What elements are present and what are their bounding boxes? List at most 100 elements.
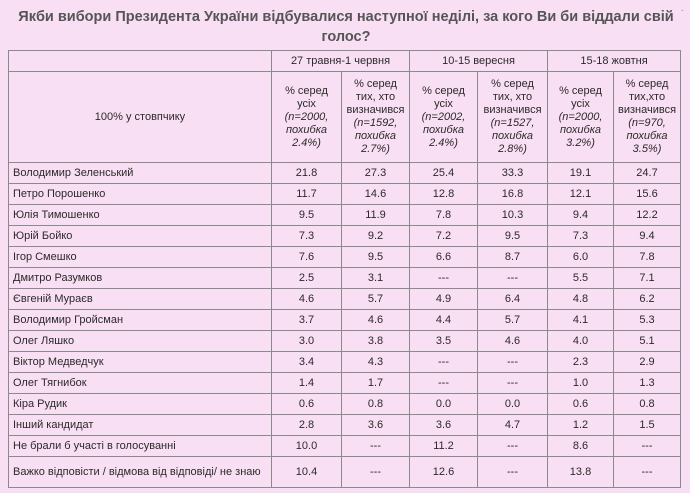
table-cell: 5.7: [476, 309, 549, 331]
table-cell: 7.8: [409, 204, 478, 226]
table-cell: 4.4: [409, 309, 478, 331]
table-cell: 7.8: [613, 246, 682, 268]
table-cell: 1.5: [613, 414, 682, 436]
period-header: 10-15 вересня: [408, 50, 549, 72]
table-cell: 6.0: [547, 246, 615, 268]
table-cell: 9.5: [271, 204, 342, 226]
table-cell: 6.6: [409, 246, 478, 268]
corner-label: 100% у стовпчику: [8, 71, 272, 163]
table-cell: 11.9: [341, 204, 410, 226]
column-header-line: тих, хто: [355, 91, 396, 103]
table-cell: 4.7: [476, 414, 549, 436]
column-header-line: визначився: [618, 104, 677, 116]
table-cell: 0.6: [271, 393, 342, 415]
table-cell: 3.5: [409, 330, 478, 352]
table-cell: 0.8: [613, 393, 682, 415]
table-cell: ---: [613, 435, 682, 457]
table-row: Олег Тягнибок 1.4 1.7 --- --- 1.0 1.3: [8, 372, 682, 394]
candidate-name: Не брали б участі в голосуванні: [8, 435, 272, 457]
table-cell: 2.3: [547, 351, 615, 373]
table-cell: 1.7: [341, 372, 410, 394]
table-cell: 3.6: [409, 414, 478, 436]
table-cell: ---: [409, 372, 478, 394]
column-header-line: тих, хто: [492, 91, 533, 103]
table-row: Володимир Зеленський 21.8 27.3 25.4 33.3 19.1…: [8, 162, 682, 184]
table-cell: 0.0: [409, 393, 478, 415]
table-cell: 9.4: [547, 204, 615, 226]
table-cell: ---: [409, 351, 478, 373]
table-cell: 7.2: [409, 225, 478, 247]
candidate-name: Інший кандидат: [8, 414, 272, 436]
table-cell: ---: [613, 456, 682, 488]
table-cell: ---: [476, 456, 549, 488]
table-cell: 10.4: [271, 456, 342, 488]
table-row: Дмитро Разумков 2.5 3.1 --- --- 5.5 7.1: [8, 267, 682, 289]
candidate-name: Євгеній Мураєв: [8, 288, 272, 310]
table-cell: 2.5: [271, 267, 342, 289]
page-title: Якби вибори Президента України відбували…: [18, 9, 674, 45]
candidate-name: Олег Ляшко: [8, 330, 272, 352]
column-header-line: (n=2000,: [284, 110, 329, 123]
period-header: 27 травня-1 червня: [271, 50, 410, 72]
table-cell: 3.1: [341, 267, 410, 289]
table-row: Важко відповісти / відмова від відповіді…: [8, 456, 682, 488]
table-cell: 3.4: [271, 351, 342, 373]
column-header: % серед тих, хто визначився (n=1527, похибка…: [476, 71, 549, 163]
candidate-name: Дмитро Разумков: [8, 267, 272, 289]
column-header-line: 2.8%): [498, 143, 527, 155]
candidate-name: Віктор Медведчук: [8, 351, 272, 373]
table-cell: 4.9: [409, 288, 478, 310]
table-row: Віктор Медведчук 3.4 4.3 --- --- 2.3 2.9: [8, 351, 682, 373]
table-row: Ігор Смешко 7.6 9.5 6.6 8.7 6.0 7.8: [8, 246, 682, 268]
column-header: % серед усіх (n=2000, похибка 2.4%): [271, 71, 342, 163]
candidate-name: Юлія Тимошенко: [8, 204, 272, 226]
column-header-line: (n=970,: [628, 117, 666, 129]
table-row: Олег Ляшко 3.0 3.8 3.5 4.6 4.0 5.1: [8, 330, 682, 352]
table-cell: 7.6: [271, 246, 342, 268]
column-header-line: похибка: [354, 130, 397, 142]
column-header-line: усіх: [434, 97, 453, 110]
column-header-line: 2.4%): [429, 136, 458, 149]
column-header-line: похибка: [626, 130, 668, 142]
column-header-line: 3.5%): [632, 143, 662, 155]
table-cell: 8.6: [547, 435, 615, 457]
period-header-row: 27 травня-1 червня 10-15 вересня 15-18 ж…: [8, 50, 682, 72]
table-cell: 24.7: [613, 162, 682, 184]
column-header-line: 2.4%): [292, 136, 321, 149]
table-cell: 13.8: [547, 456, 615, 488]
table-cell: 12.8: [409, 183, 478, 205]
candidate-name: Важко відповісти / відмова від відповіді…: [8, 456, 272, 488]
table-cell: 10.0: [271, 435, 342, 457]
table-row: Інший кандидат 2.8 3.6 3.6 4.7 1.2 1.5: [8, 414, 682, 436]
table-cell: 16.8: [476, 183, 549, 205]
table-cell: 12.6: [409, 456, 478, 488]
table-cell: ---: [476, 372, 549, 394]
table-cell: 4.1: [547, 309, 615, 331]
candidate-name: Володимир Гройсман: [8, 309, 272, 331]
column-header-line: усіх: [571, 97, 590, 110]
column-header-line: тих,хто: [628, 91, 666, 103]
column-header-line: % серед: [285, 84, 328, 97]
column-header: % серед усіх (n=2002, похибка 2.4%): [409, 71, 478, 163]
candidate-name: Юрій Бойко: [8, 225, 272, 247]
table-cell: 14.6: [341, 183, 410, 205]
column-header: % серед тих,хто визначився (n=970, похибка 3.…: [613, 71, 682, 163]
table-cell: 3.7: [271, 309, 342, 331]
table-cell: 25.4: [409, 162, 478, 184]
table-cell: 11.7: [271, 183, 342, 205]
table-cell: 5.5: [547, 267, 615, 289]
table-cell: 10.3: [476, 204, 549, 226]
column-header-line: усіх: [297, 97, 316, 110]
candidate-name: Володимир Зеленський: [8, 162, 272, 184]
table-row: Не брали б участі в голосуванні 10.0 --- 11…: [8, 435, 682, 457]
table-cell: 1.2: [547, 414, 615, 436]
table-cell: 7.3: [547, 225, 615, 247]
table-cell: 5.3: [613, 309, 682, 331]
table-cell: 2.8: [271, 414, 342, 436]
table-cell: 1.3: [613, 372, 682, 394]
table-cell: 4.8: [547, 288, 615, 310]
table-cell: 15.6: [613, 183, 682, 205]
column-header: % серед тих, хто визначився (n=1592, похибка…: [341, 71, 410, 163]
column-header-line: (n=1527,: [490, 117, 535, 129]
column-header-line: % серед: [625, 78, 669, 90]
